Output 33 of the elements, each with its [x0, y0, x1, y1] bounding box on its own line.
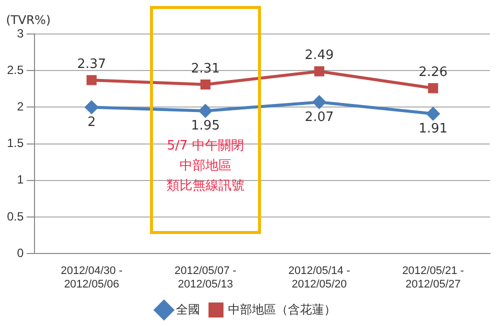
data-label: 2.37 — [77, 56, 106, 72]
data-label: 2.07 — [304, 110, 334, 125]
y-tick-label: 3 — [16, 26, 24, 40]
point — [198, 104, 212, 118]
data-label: 2.49 — [304, 48, 334, 64]
data-label: 2.26 — [418, 65, 448, 80]
x-tick-label: 2012/05/21 - 2012/05/27 — [402, 265, 464, 290]
y-tick-label: 0 — [16, 246, 24, 260]
data-label: 2.31 — [190, 61, 220, 76]
y-tick-label: 2.5 — [6, 62, 24, 77]
y-tick-label: 0.5 — [6, 209, 24, 224]
x-tick-label: 2012/04/30 - 2012/05/06 — [60, 265, 123, 290]
annotation: 5/7 中午關閉 — [166, 138, 244, 154]
annotation: 中部地區 — [179, 158, 232, 174]
data-label: 2 — [87, 115, 96, 130]
legend-label: 中部地區（含花蓮） — [228, 302, 336, 316]
legend-label: 全國 — [176, 302, 200, 316]
x-tick-label: 2012/05/07 - 2012/05/13 — [174, 265, 237, 290]
y-tick-label: 1.5 — [6, 136, 24, 150]
x-tick-label: 2012/05/14 - 2012/05/20 — [288, 265, 350, 290]
point — [85, 100, 98, 114]
point — [86, 75, 97, 86]
y-tick-label: 1 — [16, 172, 24, 187]
data-label: 1.95 — [190, 118, 220, 134]
annotation: 類比無線訊號 — [166, 178, 244, 194]
point — [312, 96, 326, 109]
y-axis-title: (TVR%) — [6, 13, 51, 27]
point — [200, 79, 210, 90]
data-label: 1.91 — [418, 122, 448, 137]
y-tick-label: 2 — [16, 100, 24, 114]
point — [426, 107, 440, 120]
point — [428, 83, 438, 94]
point — [314, 66, 324, 76]
